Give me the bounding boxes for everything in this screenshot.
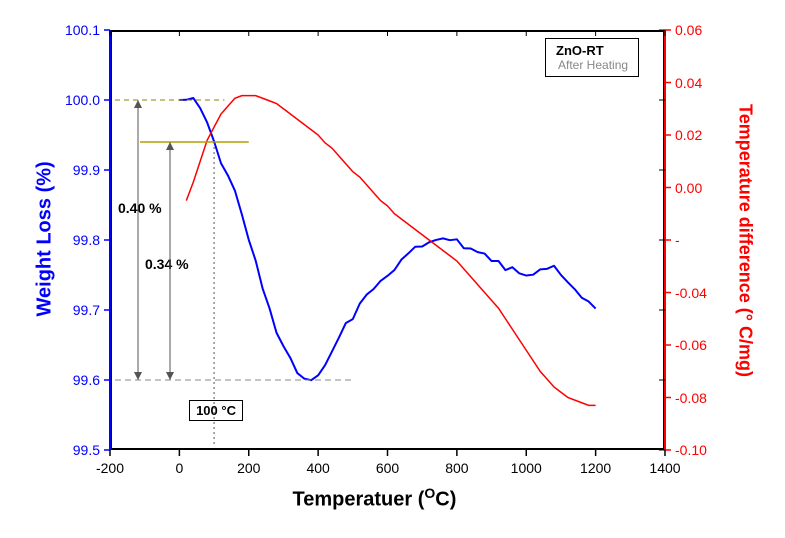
y-right-tick-label: -0.04 — [675, 285, 707, 301]
x-tick-label: 1200 — [576, 460, 616, 476]
y-right-tick-label: -0.10 — [675, 442, 707, 458]
chart-container: Weight Loss (%) Temperature difference (… — [0, 0, 785, 538]
x-tick-label: 600 — [368, 460, 408, 476]
y-left-tick-label: 99.9 — [73, 162, 100, 178]
y-left-tick-label: 99.8 — [73, 232, 100, 248]
y-right-tick-label: 0.00 — [675, 180, 702, 196]
y-right-tick-label: 0.02 — [675, 127, 702, 143]
y-right-tick-label: 0.04 — [675, 75, 702, 91]
y-right-tick-label: -0.06 — [675, 337, 707, 353]
y-left-tick-label: 99.6 — [73, 372, 100, 388]
y-left-tick-label: 99.7 — [73, 302, 100, 318]
x-tick-label: 400 — [298, 460, 338, 476]
y-right-tick-label: -0.08 — [675, 390, 707, 406]
chart-svg — [0, 0, 785, 538]
x-tick-label: 0 — [159, 460, 199, 476]
x-tick-label: 1400 — [645, 460, 685, 476]
y-left-tick-label: 100.0 — [65, 92, 100, 108]
y-right-tick-label: 0.06 — [675, 22, 702, 38]
y-left-tick-label: 100.1 — [65, 22, 100, 38]
x-tick-label: 1000 — [506, 460, 546, 476]
y-right-tick-label: - — [675, 232, 680, 248]
x-tick-label: 800 — [437, 460, 477, 476]
x-tick-label: 200 — [229, 460, 269, 476]
y-left-tick-label: 99.5 — [73, 442, 100, 458]
x-tick-label: -200 — [90, 460, 130, 476]
